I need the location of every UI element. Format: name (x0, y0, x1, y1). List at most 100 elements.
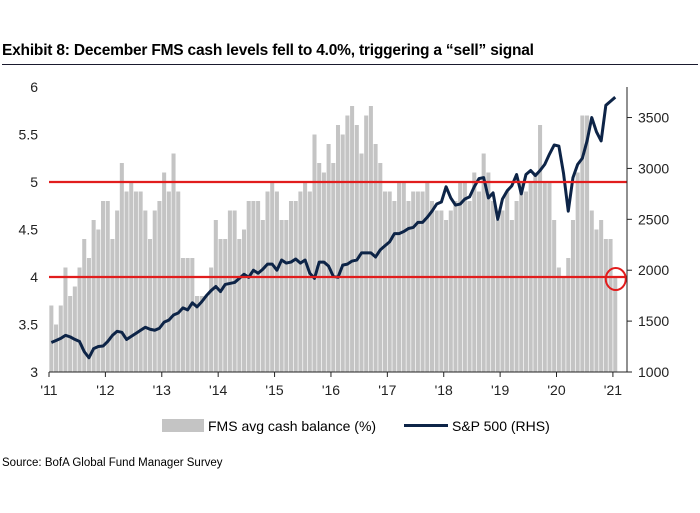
bar (227, 210, 232, 372)
bar (91, 220, 96, 372)
bar (185, 258, 190, 372)
bar (439, 210, 444, 372)
bar (434, 210, 439, 372)
y-left-tick-label: 4.5 (19, 222, 39, 238)
bar (180, 258, 185, 372)
legend: FMS avg cash balance (%) S&P 500 (RHS) (162, 418, 550, 434)
bar (599, 220, 604, 372)
bar (382, 191, 388, 372)
bar (613, 277, 618, 372)
bar (307, 191, 312, 372)
bar (279, 220, 284, 372)
x-tick-label: '15 (265, 382, 283, 398)
bar (237, 239, 242, 372)
bar (415, 191, 420, 372)
y-right-tick-label: 3500 (638, 110, 669, 126)
bar (481, 153, 486, 372)
bar (199, 296, 204, 372)
bar (575, 172, 580, 372)
bar (166, 191, 171, 372)
bar (514, 201, 519, 372)
bar (580, 115, 585, 372)
x-tick-label: '21 (604, 382, 622, 398)
bar (101, 201, 106, 372)
bar (246, 201, 251, 372)
x-tick-label: '12 (96, 382, 114, 398)
y-left-tick-label: 4 (30, 269, 38, 285)
legend-swatch-bars (162, 419, 204, 432)
bar (82, 239, 87, 372)
bar (209, 267, 214, 372)
bar (495, 220, 500, 372)
bar (523, 191, 528, 372)
bar (68, 296, 73, 372)
bar (223, 239, 228, 372)
bar (566, 258, 571, 372)
bar (364, 115, 369, 372)
bar (105, 201, 110, 372)
x-tick-label: '18 (435, 382, 453, 398)
bar (509, 220, 514, 372)
bar (204, 296, 209, 372)
bar (119, 163, 124, 372)
bar (115, 210, 120, 372)
bar (171, 153, 176, 372)
bar (491, 201, 496, 372)
bar (500, 210, 505, 372)
y-right-tick-label: 1000 (638, 364, 669, 380)
bar-series (49, 106, 618, 372)
bar (124, 191, 129, 372)
chart-title: Exhibit 8: December FMS cash levels fell… (2, 42, 534, 59)
bar (242, 229, 247, 372)
bar (157, 201, 162, 372)
y-left-tick-label: 5.5 (19, 127, 39, 143)
bar (608, 239, 613, 372)
bar (472, 172, 477, 372)
bar (556, 267, 561, 372)
bar (561, 277, 566, 372)
y-right-tick-label: 2000 (638, 262, 669, 278)
bar (444, 220, 449, 372)
bar (552, 220, 557, 372)
bar (49, 305, 54, 372)
bar (603, 239, 608, 372)
bar (453, 201, 458, 372)
y-right-tick-label: 2500 (638, 211, 669, 227)
bar (54, 324, 59, 372)
bar (176, 191, 181, 372)
x-tick-label: '14 (209, 382, 227, 398)
bar (77, 267, 82, 372)
bar (86, 258, 91, 372)
bar (256, 201, 261, 372)
bar (538, 125, 543, 372)
bar (152, 210, 157, 372)
bar (274, 191, 279, 372)
bar (505, 191, 510, 372)
y-left-tick-label: 3 (30, 364, 38, 380)
axes: 3 3.5 4 4.5 5 5.5 6 1000 1500 2000 2500 3000 3500 '11… (19, 79, 670, 398)
bar (420, 191, 425, 372)
bar (448, 210, 453, 372)
bar (378, 163, 383, 372)
legend-label-line: S&P 500 (RHS) (452, 418, 550, 434)
y-left-tick-label: 5 (30, 174, 38, 190)
bar (486, 172, 491, 372)
bar (288, 201, 294, 372)
legend-label-bars: FMS avg cash balance (%) (208, 418, 376, 434)
bar (585, 115, 590, 372)
bar (331, 163, 336, 372)
bar (317, 163, 322, 372)
bar (72, 286, 77, 372)
bar (335, 125, 341, 372)
bar (570, 220, 575, 372)
bar (110, 239, 115, 372)
bar (293, 201, 298, 372)
bar (326, 144, 331, 372)
bar (321, 172, 326, 372)
bar (467, 201, 472, 372)
bar (345, 115, 350, 372)
bar (265, 191, 270, 372)
bar (213, 220, 218, 372)
bar (312, 134, 317, 372)
